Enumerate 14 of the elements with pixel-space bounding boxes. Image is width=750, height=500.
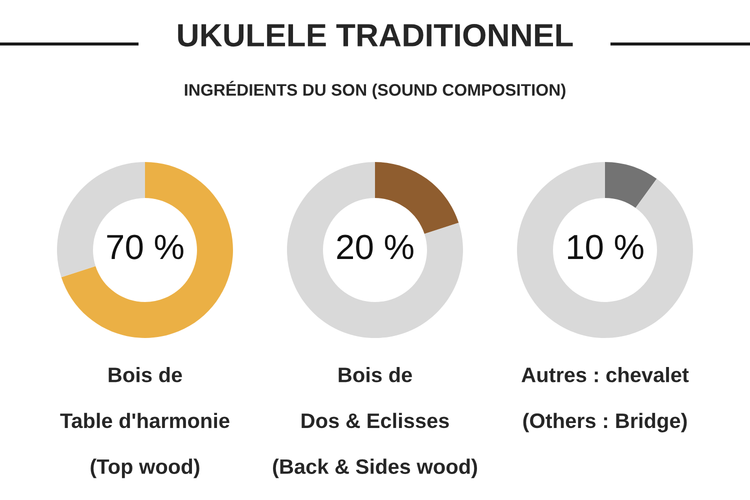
data-label: 10 %	[568, 234, 644, 260]
donut-slice	[517, 162, 693, 338]
data-label: 70 %	[107, 234, 184, 260]
text: UKULELE TRADITIONNEL	[178, 24, 573, 47]
text: Bois de Dos & Eclisses (Back & Sides wood)	[273, 367, 477, 478]
donut-slice	[605, 162, 657, 208]
text: Bois de Table d'harmonie (Top wood)	[60, 367, 230, 478]
donut-slice	[57, 162, 145, 278]
donut-slice	[287, 162, 463, 338]
text: Autres : chevalet (Others : Bridge)	[522, 367, 689, 432]
data-label: 20 %	[337, 234, 414, 260]
text: INGRÉDIENTS DU SON (SOUND COMPOSITION)	[184, 80, 566, 100]
donut-slice	[61, 162, 233, 338]
donut-slice	[375, 162, 459, 234]
